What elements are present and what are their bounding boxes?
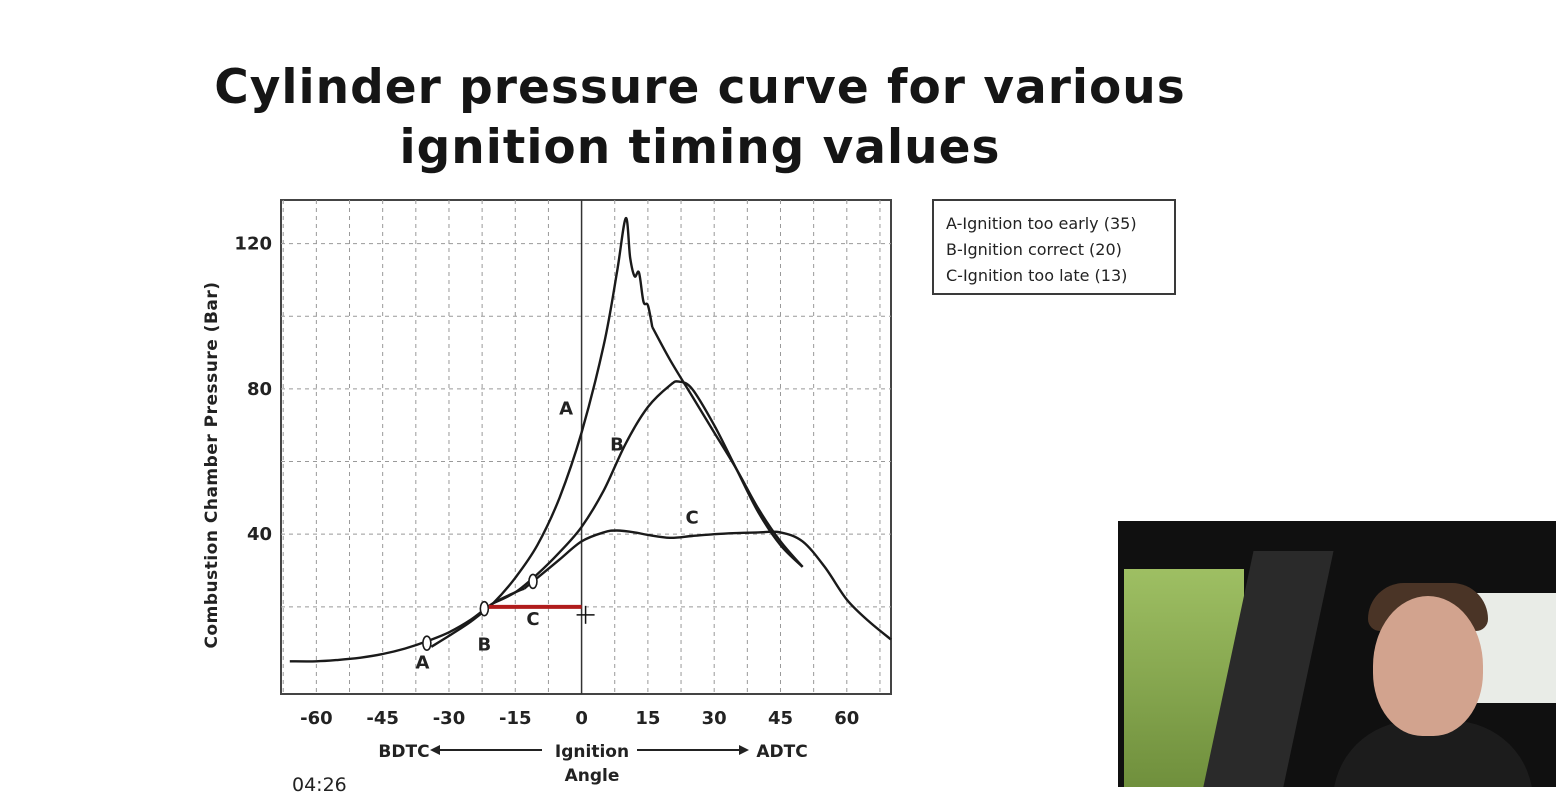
page-title: Cylinder pressure curve for various igni… [200, 58, 1200, 178]
ignition-marker-c [528, 573, 538, 590]
presenter-head [1373, 596, 1483, 736]
y-axis-label: Combustion Chamber Pressure (Bar) [202, 281, 222, 649]
curve-annotation: A [415, 653, 429, 674]
arrow-left-head [430, 745, 440, 755]
curve-a-tail [651, 326, 804, 568]
x-tick-label: 60 [834, 708, 859, 729]
x-tick-label: 15 [635, 708, 660, 729]
curve-annotation: A [559, 398, 573, 419]
y-tick-label: 120 [234, 234, 272, 255]
x-tick-label: -15 [499, 708, 532, 729]
curve-annotation: B [610, 435, 624, 456]
legend-entry-a: A-Ignition too early (35) [946, 214, 1137, 233]
legend: A-Ignition too early (35) B-Ignition cor… [932, 199, 1176, 295]
webcam-overlay [1118, 521, 1556, 787]
x-tick-label: 0 [575, 708, 588, 729]
legend-entry-c: C-Ignition too late (13) [946, 266, 1128, 285]
curve-annotation: B [477, 634, 491, 655]
x-tick-label: -30 [433, 708, 466, 729]
y-tick-label: 40 [247, 524, 272, 545]
curve-c [523, 529, 892, 641]
x-tick-label: 30 [702, 708, 727, 729]
x-axis-label: Ignition Angle [555, 742, 629, 786]
video-timestamp: 04:26 [292, 774, 347, 796]
legend-entry-b: B-Ignition correct (20) [946, 240, 1122, 259]
x-tick-label: -60 [300, 708, 333, 729]
curve-compression [289, 587, 525, 663]
curve-annotation: C [685, 507, 698, 528]
ignition-marker-a [422, 635, 432, 651]
y-tick-label: 80 [247, 379, 272, 400]
x-tick-label: 45 [768, 708, 793, 729]
ignition-marker-b [479, 600, 490, 617]
x-axis-left-label: BDTC [378, 742, 429, 762]
curve-annotation: C [526, 609, 539, 630]
x-tick-label: -45 [366, 708, 399, 729]
title-line-2: ignition timing values [399, 120, 1001, 175]
arrow-right-head [739, 745, 749, 755]
title-line-1: Cylinder pressure curve for various [214, 60, 1186, 115]
x-axis-right-label: ADTC [756, 742, 807, 762]
